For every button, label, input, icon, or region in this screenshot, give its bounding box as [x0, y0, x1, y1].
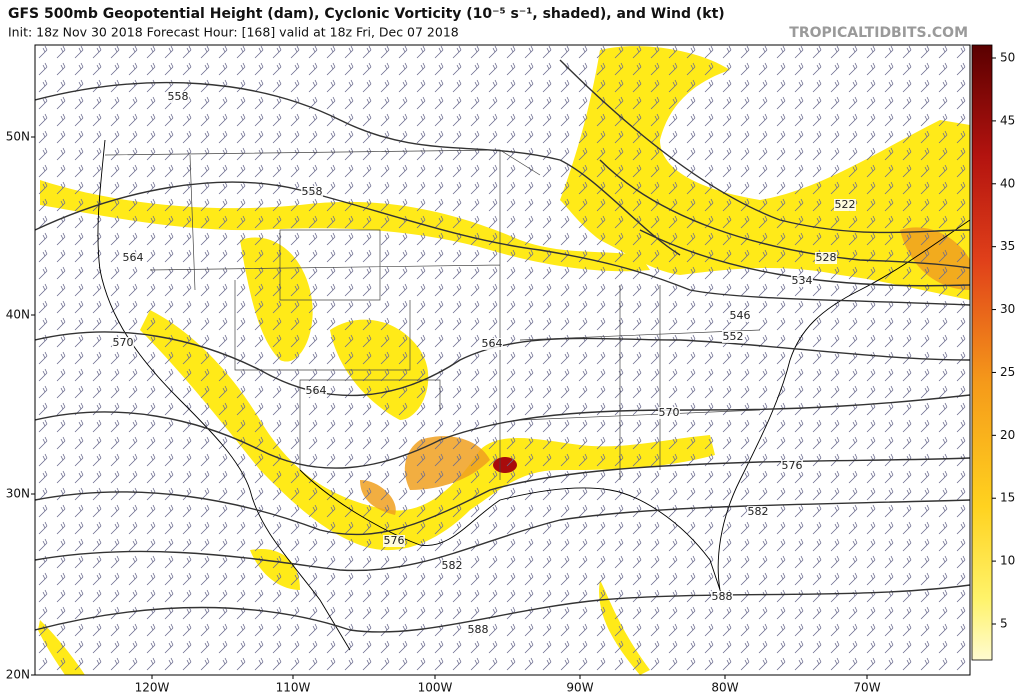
contour-label-bg [301, 186, 323, 198]
contour-label-bg [815, 252, 837, 264]
contour-label-bg [791, 275, 813, 287]
contour-label: 558 [302, 185, 323, 198]
contour-label-bg [747, 506, 769, 518]
colorbar-label: 30 [1000, 302, 1015, 316]
contour-label-bg [305, 385, 327, 397]
title: GFS 500mb Geopotential Height (dam), Cyc… [8, 6, 725, 22]
lon-label: 70W [853, 681, 880, 695]
contour-label: 552 [723, 330, 744, 343]
map-area [35, 45, 970, 675]
subtitle: Init: 18z Nov 30 2018 Forecast Hour: [16… [8, 25, 459, 40]
colorbar-label: 50 [1000, 51, 1015, 65]
contour-label: 558 [168, 90, 189, 103]
lon-label: 110W [276, 681, 311, 695]
lon-label: 100W [418, 681, 453, 695]
colorbar-label: 15 [1000, 491, 1015, 505]
contour-label-bg [481, 338, 503, 350]
lat-label: 40N [6, 308, 30, 322]
contour-label: 588 [712, 590, 733, 603]
contour-label-bg [711, 591, 733, 603]
wind-barbs [35, 45, 970, 675]
height-contours [35, 59, 970, 633]
lat-label: 20N [6, 668, 30, 682]
contour-label: 582 [748, 505, 769, 518]
contour-label-bg [722, 331, 744, 343]
contour-label-bg [834, 199, 856, 211]
source: TROPICALTIDBITS.COM [789, 25, 968, 41]
contour-label-bg [658, 407, 680, 419]
colorbar-label: 25 [1000, 365, 1015, 379]
contour-label-bg [122, 252, 144, 264]
colorbar-label: 35 [1000, 239, 1015, 253]
colorbar-label: 40 [1000, 176, 1015, 190]
contour-label: 564 [482, 337, 503, 350]
contour-label: 576 [384, 534, 405, 547]
contour-label: 528 [816, 251, 837, 264]
lat-label: 30N [6, 487, 30, 501]
contour-label: 522 [835, 198, 856, 211]
contour-label-bg [112, 337, 134, 349]
contour-label-bg [167, 91, 189, 103]
contour-label: 564 [306, 384, 327, 397]
contour-label-bg [467, 624, 489, 636]
lat-label: 50N [6, 130, 30, 144]
contour-label: 564 [123, 251, 144, 264]
colorbar-label: 10 [1000, 554, 1015, 568]
contour-label-bg [441, 560, 463, 572]
colorbar [971, 44, 993, 661]
contour-label-bg [729, 310, 751, 322]
labels: 50N 40N 30N 20N 120W 110W 100W 90W 80W 70W 558 558 5… [6, 51, 1016, 695]
colorbar-label: 5 [1000, 617, 1008, 631]
contour-label-bg [383, 535, 405, 547]
lon-label: 80W [711, 681, 738, 695]
contour-label: 570 [659, 406, 680, 419]
contour-label: 534 [792, 274, 813, 287]
colorbar-label: 20 [1000, 428, 1015, 442]
lon-label: 90W [566, 681, 593, 695]
contour-label: 582 [442, 559, 463, 572]
contour-label: 588 [468, 623, 489, 636]
contour-label: 546 [730, 309, 751, 322]
contour-label: 570 [113, 336, 134, 349]
lon-label: 120W [135, 681, 170, 695]
colorbar-label: 45 [1000, 113, 1015, 127]
contour-label-bg [781, 460, 803, 472]
map-frame [34, 44, 971, 676]
contour-label: 576 [782, 459, 803, 472]
